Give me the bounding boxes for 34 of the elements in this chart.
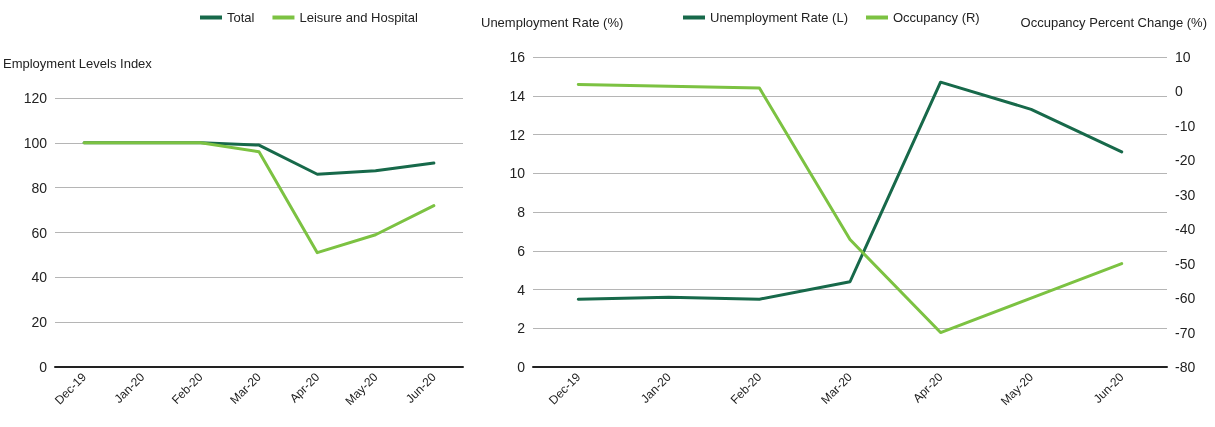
y-tick-label: 120 <box>23 90 48 106</box>
y-tick-label: 12 <box>509 126 526 143</box>
y2-tick-label: -40 <box>1175 221 1196 238</box>
y-tick-label: 14 <box>509 87 526 104</box>
y-tick-label: 60 <box>31 224 48 241</box>
y-tick-label: 0 <box>517 359 526 375</box>
y2-tick-label: 10 <box>1175 49 1191 65</box>
y2-tick-label: -70 <box>1175 324 1196 341</box>
legend-label: Leisure and Hospital <box>299 10 419 25</box>
y-tick-label: 40 <box>31 269 48 286</box>
y-tick-label: 4 <box>517 281 526 298</box>
y2-tick-label: -30 <box>1175 186 1196 203</box>
y-tick-label: 16 <box>509 49 526 65</box>
y-tick-label: 2 <box>517 320 526 337</box>
y-tick-label: 0 <box>39 359 48 375</box>
y-axis-title: Employment Levels Index <box>3 56 153 71</box>
legend-label: Unemployment Rate (L) <box>710 10 848 25</box>
y-tick-label: 6 <box>517 242 526 259</box>
line-series <box>82 141 436 255</box>
y-tick-label: 100 <box>23 134 48 151</box>
y2-axis-title: Occupancy Percent Change (%) <box>1020 15 1207 30</box>
y-tick-label: 10 <box>509 165 526 182</box>
y2-tick-label: -60 <box>1175 290 1196 307</box>
y2-tick-label: -20 <box>1175 152 1196 169</box>
y2-tick-label: -10 <box>1175 117 1196 134</box>
legend-label: Occupancy (R) <box>893 10 980 25</box>
legend-label: Total <box>227 10 255 25</box>
y2-tick-label: -80 <box>1175 359 1196 375</box>
y-axis-title: Unemployment Rate (%) <box>481 15 624 30</box>
y-tick-label: 20 <box>31 314 48 331</box>
y-tick-label: 8 <box>517 204 526 220</box>
y2-tick-label: -50 <box>1175 255 1196 272</box>
y-tick-label: 80 <box>31 179 48 196</box>
y2-tick-label: 0 <box>1175 83 1183 100</box>
